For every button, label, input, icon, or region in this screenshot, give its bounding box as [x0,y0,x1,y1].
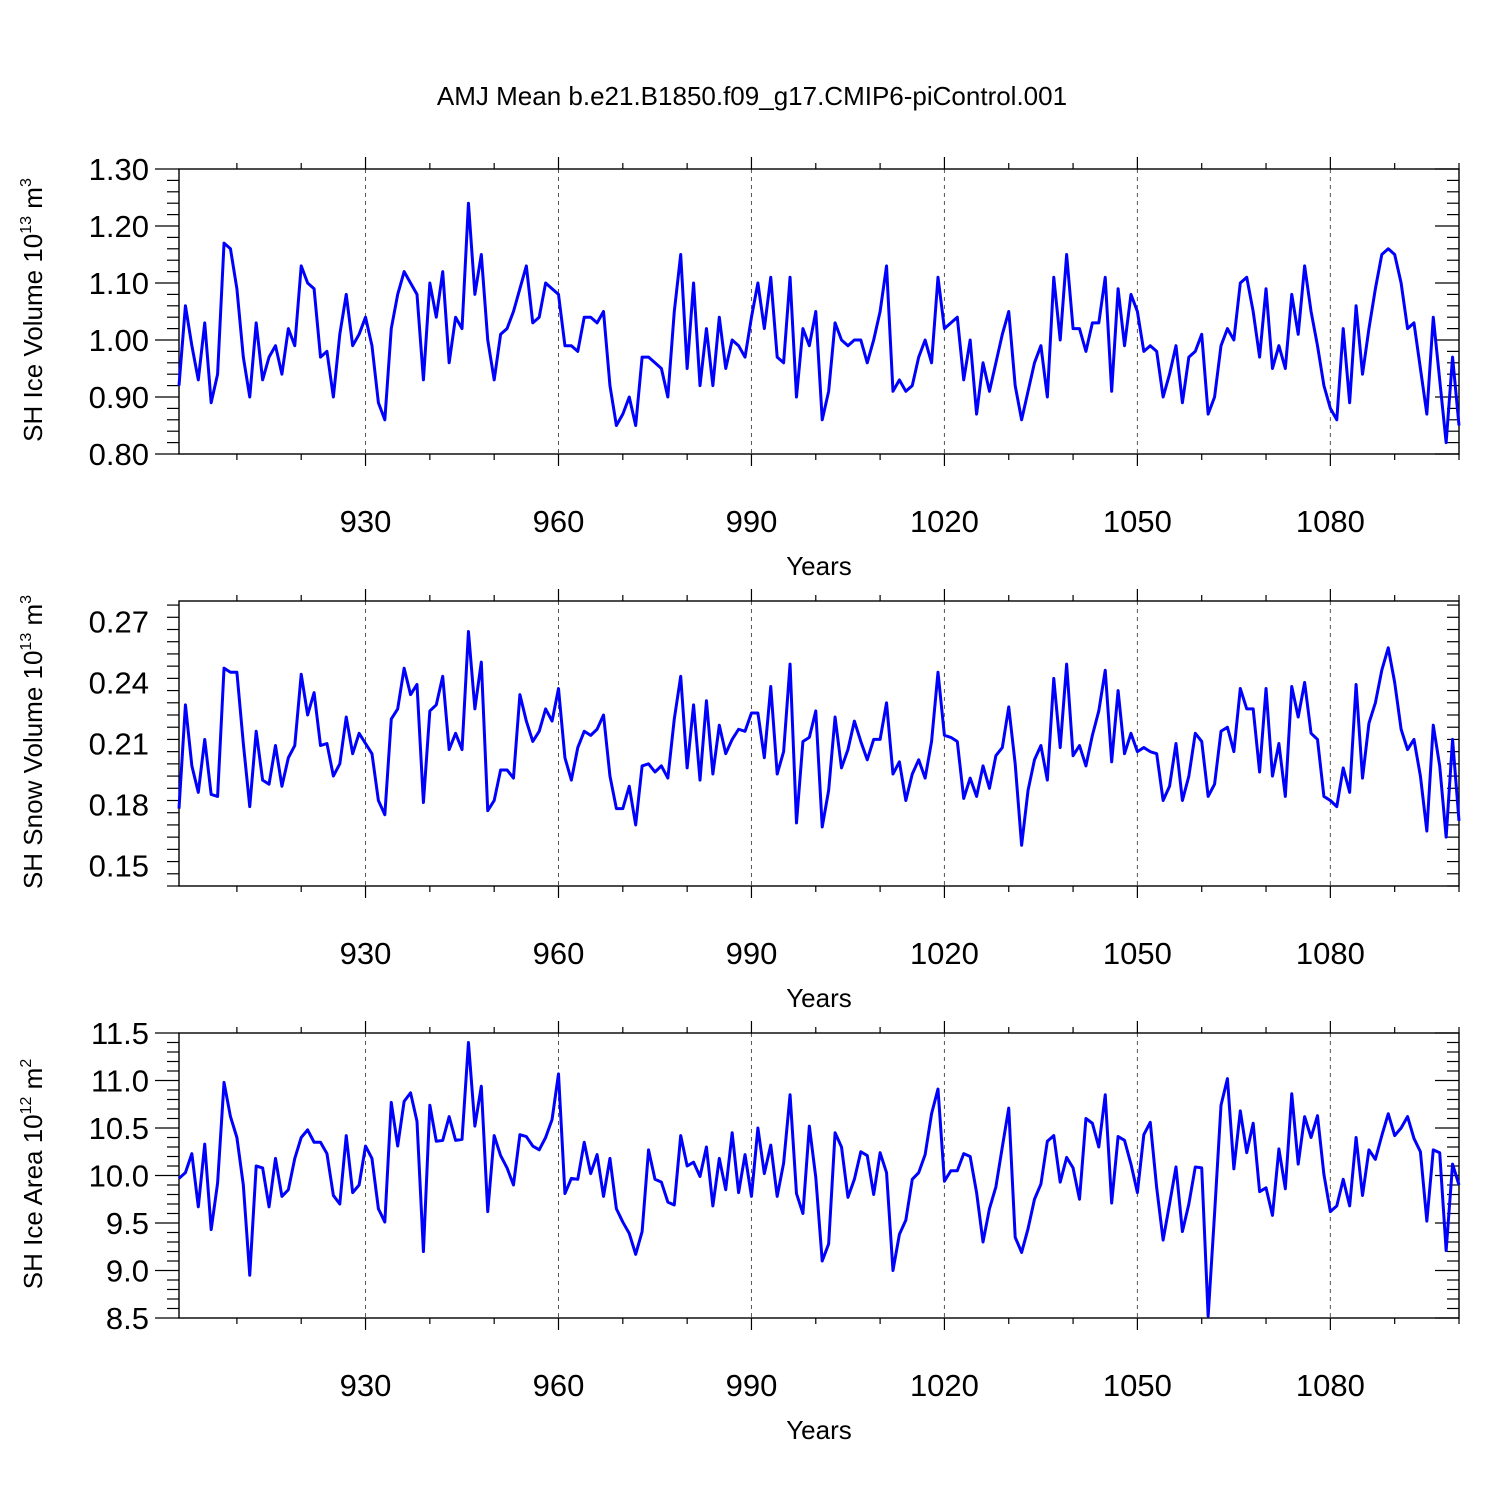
panel-1: 0.80 0.90 1.00 1.10 1.20 1.30 930 960 990 1020 105… [18,152,1461,581]
x-tick-label: 1020 [910,936,979,971]
plot-frame [178,600,1460,887]
panels: 0.80 0.90 1.00 1.10 1.20 1.30 930 960 990 1020 105… [18,152,1461,1445]
x-tick-label: 930 [340,504,392,539]
y-tick-label: 9.0 [106,1254,149,1289]
x-tick-label: 1050 [1103,936,1172,971]
x-axis-title: Years [786,983,852,1013]
y-tick-label: 10.0 [89,1159,149,1194]
y-tick-label: 0.80 [89,437,149,472]
y-tick-label: 1.10 [89,266,149,301]
x-tick-label: 1050 [1103,504,1172,539]
x-tick-label: 960 [533,936,585,971]
y-tick-label: 10.5 [89,1111,149,1146]
plot-frame [178,1032,1460,1319]
x-tick-label: 930 [340,1368,392,1403]
y-axis-title-unit-exponent: 2 [18,1059,35,1068]
x-tick-label: 1080 [1296,936,1365,971]
y-axis-title-unit: m [18,604,48,633]
x-tick-label: 990 [726,504,778,539]
panel-3: 8.5 9.0 9.5 10.0 10.5 11.0 11.5 930 960 990 1020 10… [18,1016,1461,1445]
x-tick-label: 960 [533,504,585,539]
y-axis-title-unit-exponent: 3 [18,178,35,187]
panel-2: 0.15 0.18 0.21 0.24 0.27 930 960 990 1020 1050 108… [18,589,1461,1013]
figure-title: AMJ Mean b.e21.B1850.f09_g17.CMIP6-piCon… [437,81,1067,111]
x-tick-label: 990 [726,1368,778,1403]
y-tick-label: 0.15 [89,849,149,884]
x-axis-title: Years [786,1415,852,1445]
x-tick-label: 1020 [910,504,979,539]
y-tick-label: 0.24 [89,665,149,700]
y-axis-title-exponent: 13 [18,216,35,234]
y-axis-title-text: SH Snow Volume 10 [18,651,48,889]
y-axis-title-unit-exponent: 3 [18,595,35,604]
y-tick-label: 9.5 [106,1206,149,1241]
y-axis-title-unit: m [18,1068,48,1097]
y-axis-title-text: SH Ice Area 10 [18,1114,48,1289]
x-tick-label: 930 [340,936,392,971]
y-axis-title: SH Snow Volume 1013 m3 [18,595,48,889]
y-tick-label: 0.90 [89,380,149,415]
series-line [177,201,1461,445]
y-axis-title: SH Ice Volume 1013 m3 [18,178,48,442]
x-axis-title: Years [786,551,852,581]
y-tick-label: 1.20 [89,209,149,244]
x-tick-label: 1080 [1296,1368,1365,1403]
y-tick-label: 0.21 [89,727,149,762]
y-axis-title-exponent: 13 [18,633,35,651]
y-axis-title: SH Ice Area 1012 m2 [18,1059,48,1290]
x-tick-label: 990 [726,936,778,971]
y-tick-label: 1.30 [89,152,149,187]
y-axis-title-exponent: 12 [18,1096,35,1114]
plot-frame [178,168,1460,455]
y-tick-label: 8.5 [106,1301,149,1336]
y-tick-label: 11.5 [91,1016,149,1051]
y-tick-label: 0.18 [89,788,149,823]
y-tick-label: 0.27 [89,604,149,639]
series-line [178,1041,1461,1318]
x-tick-label: 960 [533,1368,585,1403]
y-axis-title-text: SH Ice Volume 10 [18,234,48,442]
y-tick-label: 1.00 [89,323,149,358]
x-tick-label: 1080 [1296,504,1365,539]
y-axis-title-unit: m [18,187,48,216]
x-tick-label: 1050 [1103,1368,1172,1403]
x-tick-label: 1020 [910,1368,979,1403]
series-line [177,630,1461,847]
y-tick-label: 11.0 [91,1064,149,1099]
